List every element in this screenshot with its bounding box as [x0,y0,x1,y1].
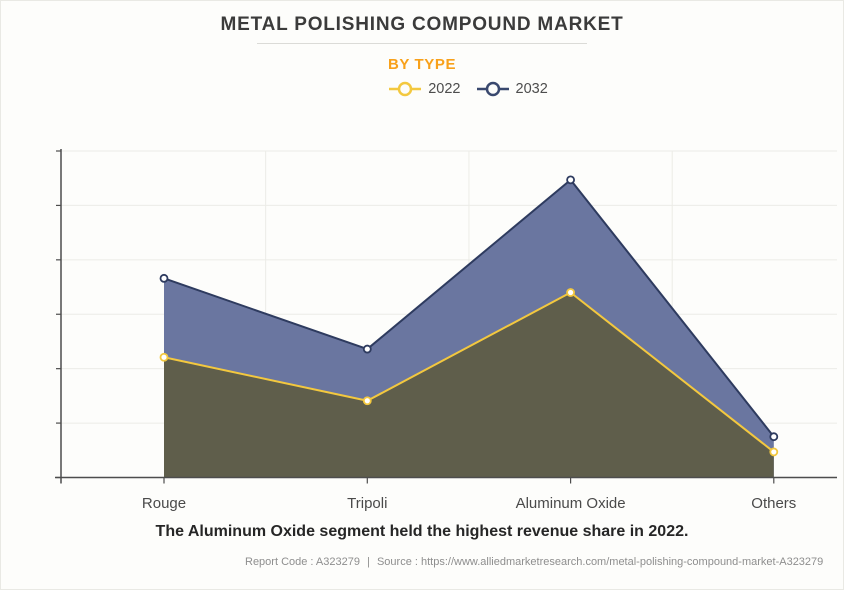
line-circle-marker-icon [389,81,422,97]
legend-item-2022[interactable]: 2022 [388,81,461,97]
line-circle-marker-icon [476,81,509,97]
data-point-marker-2032[interactable] [566,175,575,185]
data-point-marker-2032[interactable] [362,344,372,354]
x-axis-label: Rouge [142,495,186,512]
report-code: Report Code : A323279 [245,556,360,568]
report-footer: Report Code : A323279 | Source : https:/… [245,556,827,568]
data-point-marker-2022[interactable] [362,396,372,406]
legend-label: 2032 [515,81,548,97]
data-point-marker-2032[interactable] [159,273,169,283]
footer-separator: | [367,556,370,568]
chart-legend: 2022 2032 [47,81,843,97]
report-source: Source : https://www.alliedmarketresearc… [376,556,824,568]
x-axis-label: Aluminum Oxide [516,495,626,512]
data-point-marker-2032[interactable] [769,432,779,442]
chart-subtitle: BY TYPE [387,56,457,73]
data-point-marker-2022[interactable] [159,352,169,362]
data-point-marker-2022[interactable] [566,288,575,297]
area-fill-2022 [164,292,774,478]
data-point-marker-2022[interactable] [769,447,779,457]
page-title: METAL POLISHING COMPOUND MARKET [220,14,624,35]
x-axis-label: Tripoli [347,495,387,512]
chart-caption: The Aluminum Oxide segment held the high… [155,523,689,540]
title-divider [257,43,587,44]
series-line-2032 [163,178,775,438]
x-axis-label: Others [751,495,796,512]
legend-label: 2022 [428,81,461,97]
legend-item-2032[interactable]: 2032 [476,81,548,97]
series-line-2022 [163,291,775,453]
